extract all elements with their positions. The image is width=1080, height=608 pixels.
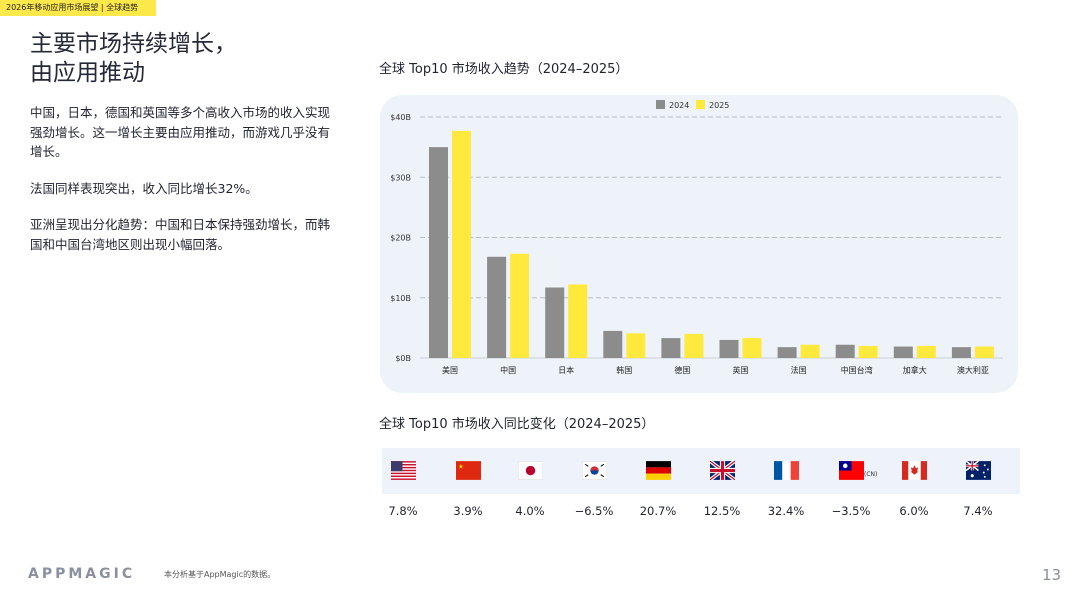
legend-swatch (696, 100, 705, 109)
taiwan-flag-icon (839, 461, 864, 480)
paragraph-2: 法国同样表现突出，收入同比增长32%。 (30, 180, 258, 196)
bar-2024 (951, 347, 971, 358)
y-tick-label: $30B (390, 173, 411, 182)
appmagic-logo: APPMAGIC (28, 566, 136, 582)
yoy-value: 3.9% (453, 504, 483, 518)
svg-text:★: ★ (458, 463, 464, 470)
legend-swatch (656, 100, 665, 109)
chart-title: 全球 Top10 市场收入趋势（2024–2025） (379, 62, 629, 77)
bar-2024 (661, 338, 681, 358)
x-tick-label: 英国 (733, 365, 749, 375)
yoy-value: −6.5% (574, 504, 614, 518)
x-tick-label: 法国 (791, 365, 807, 375)
bar-2025 (510, 253, 530, 358)
bar-2025 (858, 345, 878, 358)
x-tick-label: 加拿大 (903, 365, 927, 375)
page-number: 13 (1042, 566, 1062, 584)
x-tick-label: 日本 (558, 365, 574, 375)
legend-label: 2025 (709, 101, 729, 110)
yoy-value: 7.4% (963, 504, 993, 518)
bar-chart: $0B $10B $20B $30B $40B 美国 中国 日本 韩国 德国 英国 法国 中国台湾 加拿大… (390, 100, 1003, 375)
x-tick-label: 澳大利亚 (957, 365, 989, 375)
bar-2025 (568, 284, 588, 358)
yoy-value: 32.4% (767, 504, 805, 518)
bar-2025 (742, 338, 762, 358)
yoy-value: 12.5% (703, 504, 741, 518)
yoy-value: 7.8% (388, 504, 418, 518)
yoy-title: 全球 Top10 市场收入同比变化（2024–2025） (379, 417, 655, 432)
y-tick-label: $40B (390, 113, 411, 122)
x-tick-label: 美国 (442, 365, 458, 375)
x-tick-label: 中国台湾 (841, 365, 873, 375)
y-tick-label: $10B (390, 294, 411, 303)
legend-label: 2024 (669, 101, 689, 110)
france-flag-icon (774, 461, 799, 480)
uk-flag-icon (708, 459, 737, 482)
x-tick-label: 德国 (674, 365, 690, 375)
bar-2025 (452, 130, 471, 358)
section-tag: 2026年移动应用市场展望 | 全球趋势 (0, 0, 156, 16)
us-flag-icon (391, 461, 416, 480)
yoy-value: 20.7% (639, 504, 677, 518)
bar-2025 (684, 333, 704, 358)
bar-2025 (974, 346, 994, 358)
bar-2024 (487, 256, 507, 358)
bar-2024 (603, 330, 623, 358)
bar-2024 (777, 347, 797, 358)
paragraph-3: 亚洲呈现出分化趋势：中国和日本保持强劲增长，而韩国和中国台湾地区则出现小幅回落。 (30, 217, 331, 252)
source-note: 本分析基于AppMagic的数据。 (164, 570, 276, 579)
china-flag-icon: ★ (456, 461, 481, 480)
bar-2024 (429, 147, 448, 358)
australia-flag-icon (965, 460, 991, 480)
bar-2024 (545, 287, 565, 358)
paragraph-1: 中国，日本，德国和英国等多个高收入市场的收入实现强劲增长。这一增长主要由应用推动… (30, 105, 331, 159)
title-line-2: 由应用推动 (30, 60, 145, 86)
bar-2024 (835, 344, 855, 358)
bar-2025 (626, 333, 646, 358)
yoy-value: −3.5% (831, 504, 871, 518)
x-tick-label: 中国 (500, 365, 516, 375)
bar-2024 (719, 339, 739, 358)
cn-note: (CN) (864, 471, 878, 478)
yoy-value: 6.0% (899, 504, 929, 518)
page-title: 主要市场持续增长， 由应用推动 (30, 30, 237, 88)
y-tick-label: $0B (395, 354, 411, 363)
x-tick-label: 韩国 (616, 365, 632, 375)
korea-flag-icon (581, 460, 608, 481)
germany-flag-icon (646, 461, 671, 480)
y-tick-label: $20B (390, 234, 411, 243)
title-line-1: 主要市场持续增长， (30, 31, 237, 57)
bar-2025 (800, 344, 820, 358)
japan-flag-icon (517, 460, 544, 481)
bar-2024 (893, 346, 913, 358)
body-text: 中国，日本，德国和英国等多个高收入市场的收入实现强劲增长。这一增长主要由应用推动… (30, 103, 330, 271)
yoy-value: 4.0% (515, 504, 545, 518)
canada-flag-icon (902, 461, 927, 480)
bar-2025 (916, 345, 936, 358)
